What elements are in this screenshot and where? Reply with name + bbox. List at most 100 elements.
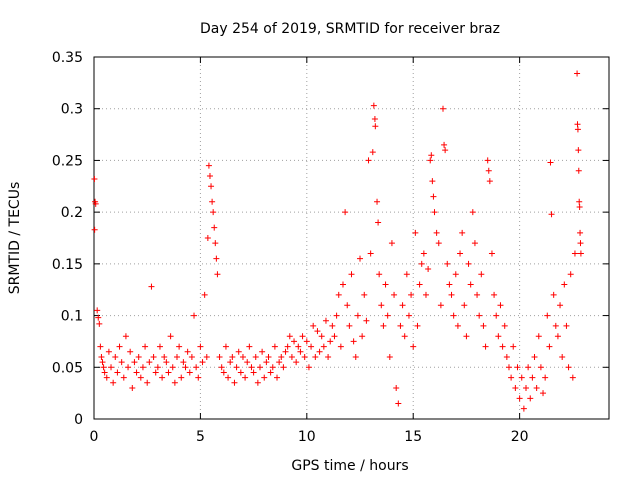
data-point — [237, 369, 244, 376]
data-point — [403, 271, 410, 278]
data-point — [386, 353, 393, 360]
data-point — [259, 348, 266, 355]
data-point — [450, 312, 457, 319]
data-point — [399, 302, 406, 309]
data-point — [575, 147, 582, 154]
y-tick-label: 0.25 — [52, 153, 83, 169]
data-point — [435, 240, 442, 247]
data-point — [199, 359, 206, 366]
data-point — [252, 353, 259, 360]
data-point — [95, 314, 102, 321]
data-point — [91, 226, 98, 233]
data-point — [205, 162, 212, 169]
data-point — [410, 343, 417, 350]
data-point — [442, 147, 449, 154]
data-point — [250, 369, 257, 376]
data-point — [474, 291, 481, 298]
y-axis-label: SRMTID / TECUs — [7, 182, 23, 295]
data-point — [414, 322, 421, 329]
data-point — [350, 338, 357, 345]
data-point — [376, 271, 383, 278]
data-point — [557, 302, 564, 309]
data-point — [135, 353, 142, 360]
data-point — [431, 209, 438, 216]
data-point — [267, 369, 274, 376]
data-point — [225, 374, 232, 381]
data-point — [261, 374, 268, 381]
data-point — [416, 281, 423, 288]
y-tick-label: 0 — [74, 412, 83, 428]
data-point — [254, 379, 261, 386]
data-point — [108, 364, 115, 371]
data-point — [395, 400, 402, 407]
data-point — [122, 333, 129, 340]
data-point — [352, 353, 359, 360]
data-point — [305, 364, 312, 371]
data-point — [242, 374, 249, 381]
data-point — [148, 283, 155, 290]
data-point — [576, 198, 583, 205]
data-point — [146, 359, 153, 366]
data-point — [486, 178, 493, 185]
data-point — [527, 395, 534, 402]
data-point — [235, 348, 242, 355]
data-point — [335, 291, 342, 298]
data-point — [213, 255, 220, 262]
data-point — [547, 159, 554, 166]
data-point — [114, 369, 121, 376]
data-point — [463, 333, 470, 340]
data-point — [339, 281, 346, 288]
data-point — [320, 343, 327, 350]
data-point — [452, 271, 459, 278]
chart-title: Day 254 of 2019, SRMTID for receiver bra… — [200, 21, 500, 37]
data-point — [127, 348, 134, 355]
data-point — [459, 229, 466, 236]
data-point — [169, 364, 176, 371]
data-point — [256, 364, 263, 371]
data-point — [428, 152, 435, 159]
data-point — [420, 250, 427, 257]
data-point — [110, 379, 117, 386]
grid — [94, 57, 609, 419]
x-tick-label: 5 — [196, 429, 205, 445]
data-point — [312, 353, 319, 360]
data-point — [154, 364, 161, 371]
data-point — [98, 353, 105, 360]
data-point — [214, 271, 221, 278]
data-point — [546, 343, 553, 350]
data-point — [371, 116, 378, 123]
data-point — [156, 343, 163, 350]
data-point — [405, 312, 412, 319]
data-point — [469, 209, 476, 216]
data-point — [480, 322, 487, 329]
data-point — [505, 364, 512, 371]
data-point — [248, 364, 255, 371]
data-point — [354, 312, 361, 319]
data-point — [514, 364, 521, 371]
data-point — [537, 364, 544, 371]
data-point — [218, 364, 225, 371]
data-point — [577, 250, 584, 257]
data-point — [576, 203, 583, 210]
data-point — [271, 343, 278, 350]
data-point — [408, 291, 415, 298]
data-point — [139, 364, 146, 371]
data-point — [263, 359, 270, 366]
data-point — [565, 364, 572, 371]
data-point — [388, 240, 395, 247]
data-point — [131, 359, 138, 366]
data-point — [331, 333, 338, 340]
data-point — [325, 353, 332, 360]
data-point — [137, 374, 144, 381]
data-point — [142, 343, 149, 350]
data-point — [412, 229, 419, 236]
data-point — [318, 333, 325, 340]
x-tick-label: 15 — [404, 429, 422, 445]
data-point — [206, 172, 213, 179]
y-tick-label: 0.35 — [52, 50, 83, 66]
data-point — [441, 141, 448, 148]
data-point — [152, 369, 159, 376]
data-point — [444, 260, 451, 267]
data-point — [531, 353, 538, 360]
data-point — [165, 369, 172, 376]
